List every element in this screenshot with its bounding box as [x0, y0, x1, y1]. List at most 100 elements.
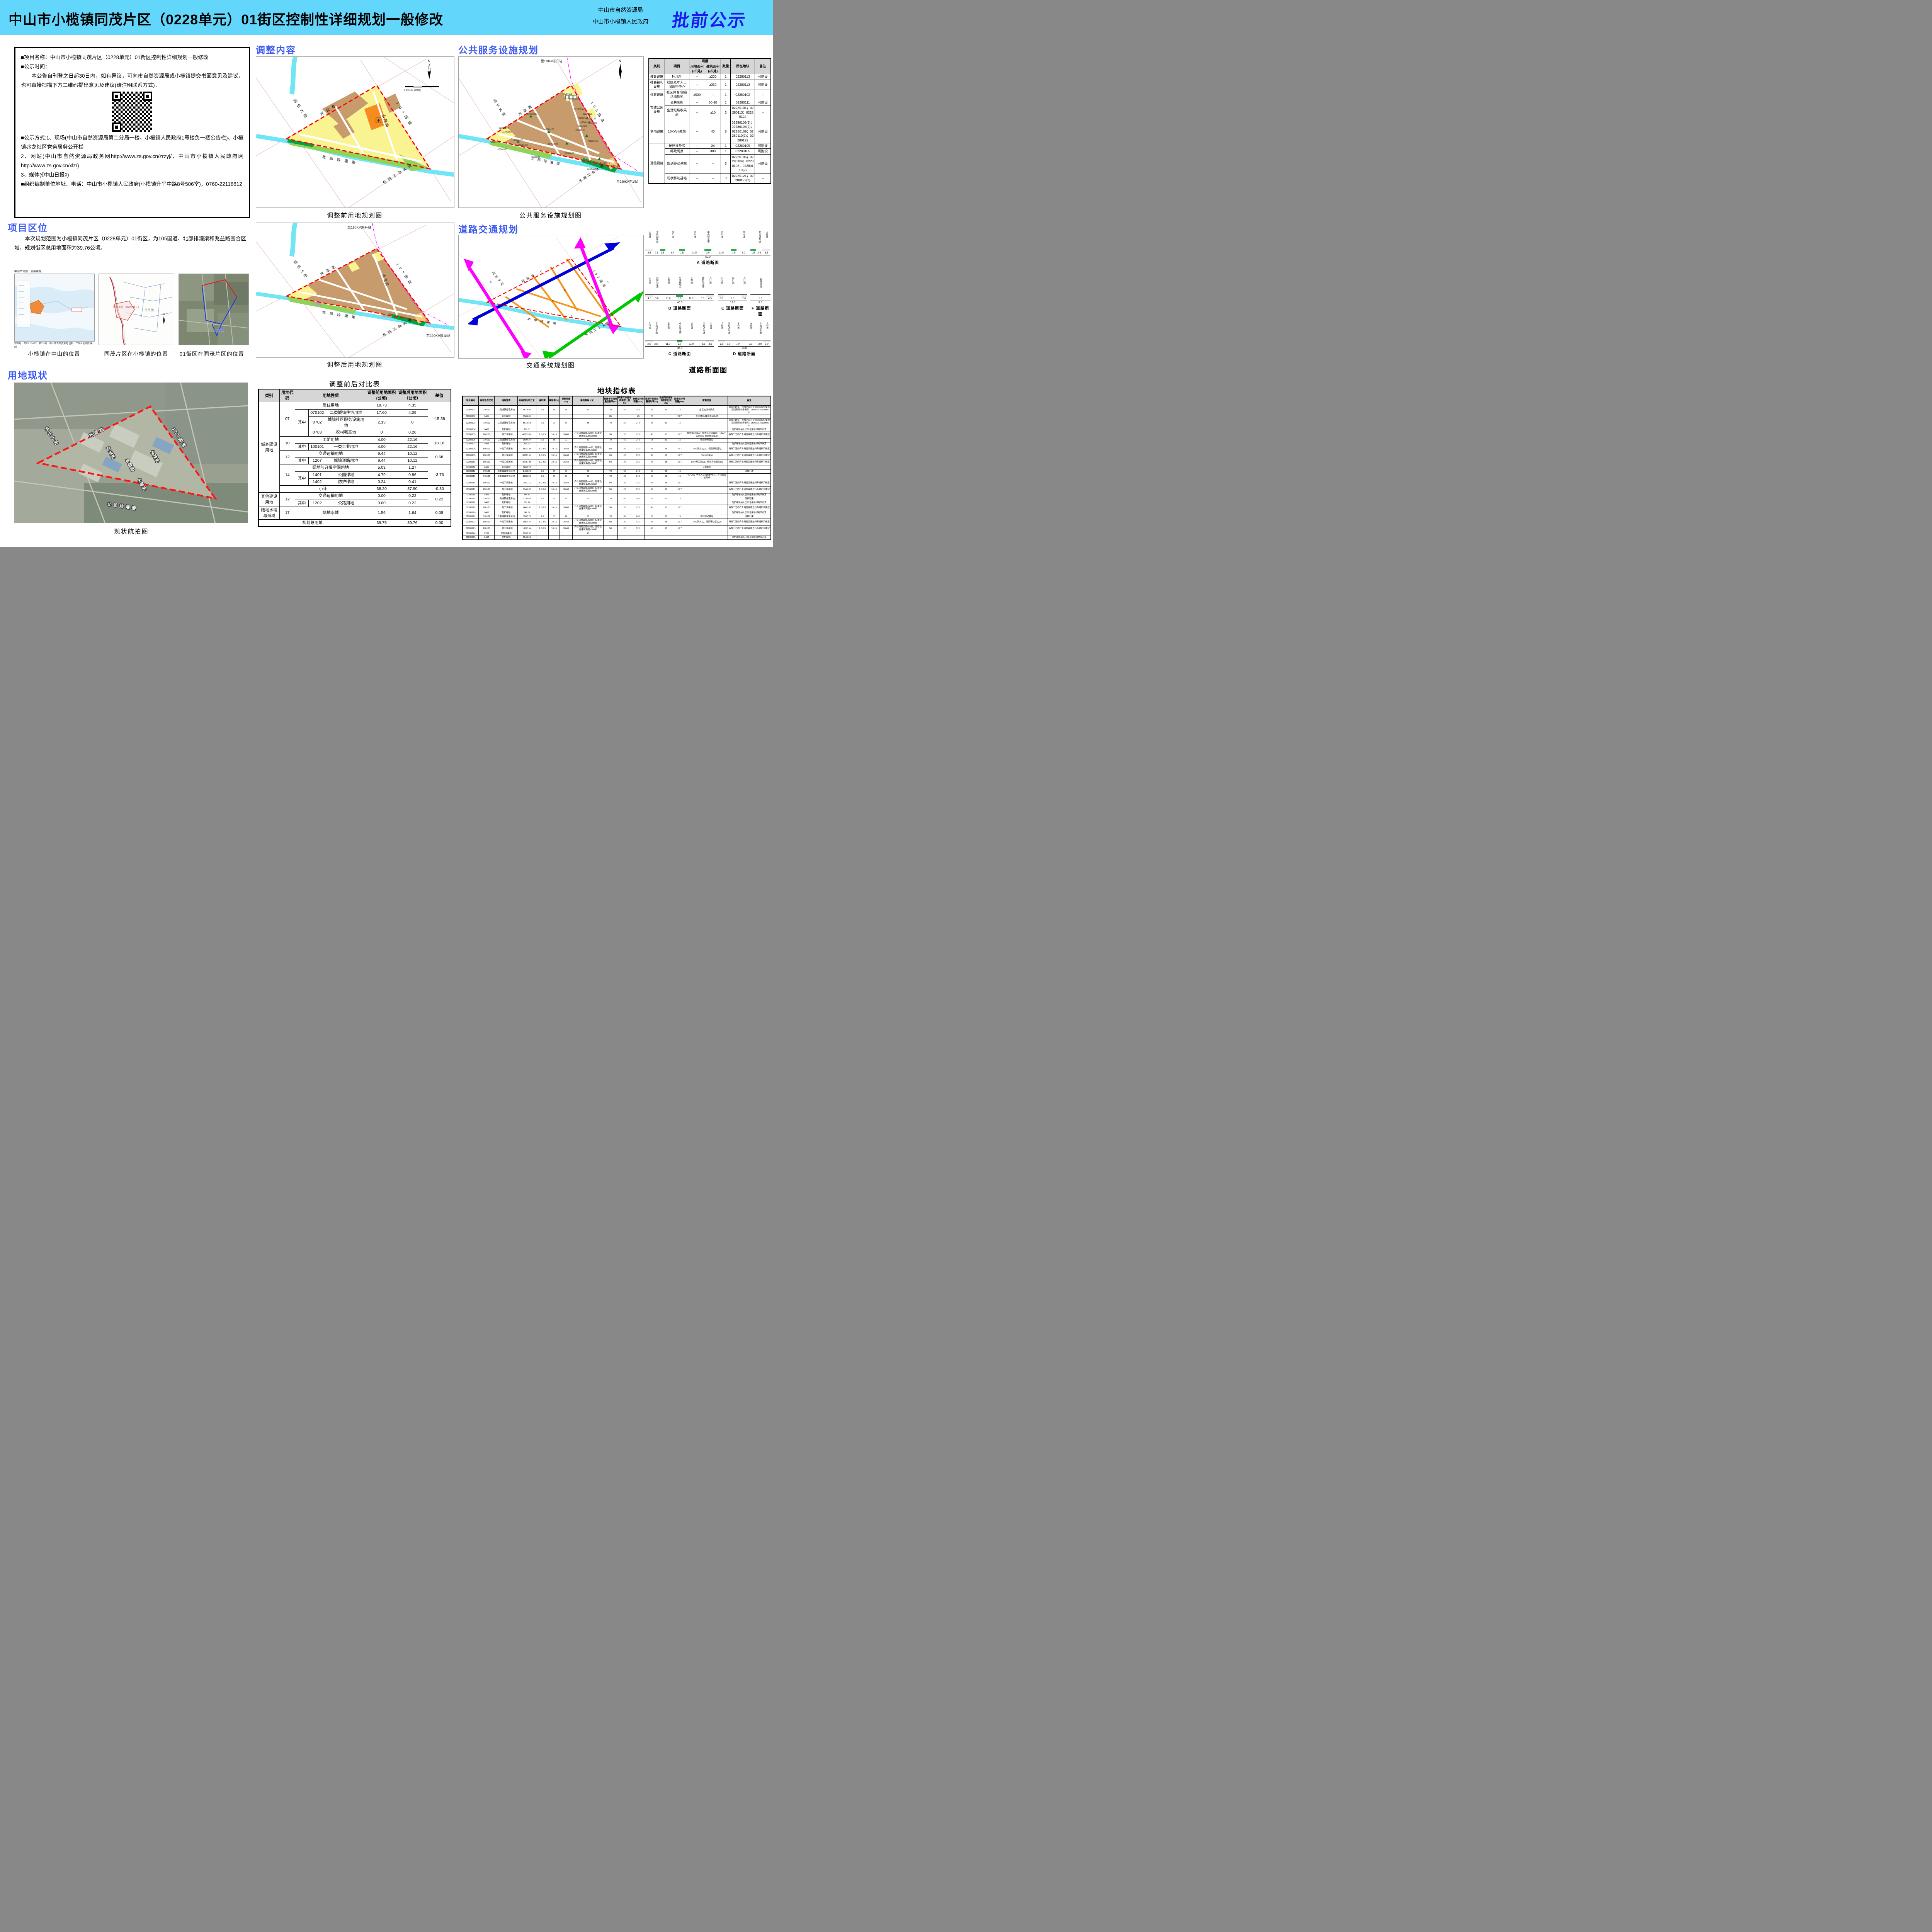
table-cell: 60 [617, 515, 632, 519]
table-cell: 50 [658, 497, 673, 501]
table-cell [559, 536, 573, 540]
table-cell: 一类工业用地 [325, 443, 367, 451]
citymap-footer: 审图号：粤TS（2023）第032号 中山市自然资源局 监制 广东省地图院 编制 [14, 343, 93, 349]
table-cell: 二类城镇住宅用地 [494, 515, 518, 519]
lane: 非机动车道 2.5 [653, 231, 660, 254]
table-cell: 24.9 [631, 405, 645, 415]
table-cell [603, 536, 618, 540]
table-cell [603, 511, 618, 515]
table-cell: 60 [617, 418, 632, 428]
table-cell: 100101 [478, 452, 495, 459]
table-cell [645, 493, 659, 497]
table-cell: 02280105 [730, 148, 755, 155]
table-cell: 0.00 [427, 519, 451, 527]
table-cell: 70 [603, 473, 618, 480]
table-cell: 10.7 [673, 480, 686, 487]
table-cell: 02280108 [462, 446, 479, 453]
table-cell: 建筑面积(㎡/处) [704, 64, 721, 75]
section-title-public: 公共服务设施规划 [458, 45, 539, 56]
location-map-zhongshan [14, 274, 95, 342]
road-sections-panel: 人行道 3.5 非机动车道 2.5 1.5 慢车道 8.0 1.5 主车道 11.5 中央绿化带 3.… [644, 231, 773, 369]
table-cell [559, 465, 573, 470]
table-cell: 2546.59 [517, 536, 537, 540]
table-cell: 地块编码 [462, 396, 479, 406]
table-cell: 一类工业用地 [494, 459, 518, 466]
table-cell: 02280103 [462, 418, 479, 428]
svg-text:02280117: 02280117 [581, 122, 590, 124]
table-cell: 70 [603, 418, 618, 428]
table-cell: 35-60 [559, 452, 573, 459]
table-cell [631, 532, 645, 536]
table-cell [645, 532, 659, 536]
table-cell: 10.7 [673, 446, 686, 453]
table-cell: 规划移动基站 [664, 154, 689, 173]
table-cell: 1 [720, 143, 731, 149]
section-total-width: 8.0 [750, 301, 770, 304]
table-cell [685, 480, 728, 487]
table-cell: 02280118 [462, 500, 479, 505]
svg-text:A: A [607, 281, 609, 284]
lane: 人行道 4.5 [706, 277, 714, 300]
table-cell: 50 [603, 431, 618, 439]
table-cell: 特殊工艺的产业用房高度进行专题研究确定 [727, 504, 771, 512]
lane: 主车道 11.0 [683, 277, 699, 300]
section-caption: C 道路断面 [668, 352, 691, 356]
table-cell: 50 [603, 480, 618, 487]
table-cell [548, 442, 560, 446]
table-cell: 4.00 [366, 443, 398, 451]
svg-text:02280120: 02280120 [586, 118, 596, 120]
table-cell: 45 [645, 446, 659, 453]
table-cell [617, 532, 632, 536]
compare-table: 类别 用地代码 用地性质 调整前用地面积(公顷) 调整后用地面积（公顷） 差值 城乡建设用地… [258, 389, 451, 527]
before-caption: 调整前用地规划图 [327, 213, 383, 219]
table-cell: 托儿所 [664, 74, 689, 80]
table-cell: 35 [548, 497, 560, 501]
table-cell [617, 500, 632, 505]
svg-text:02280107: 02280107 [519, 144, 528, 146]
table-cell: 15 [658, 525, 673, 532]
table-cell: 35-60 [559, 486, 573, 493]
lane: 非机动车道 2.5 [756, 231, 763, 254]
table-cell [559, 493, 573, 497]
table-cell [658, 414, 673, 419]
table-cell: 现状移动基站 [685, 515, 728, 519]
table-cell: 一类工业用地 [494, 480, 518, 487]
table-cell: 45 [645, 486, 659, 493]
table-cell [685, 486, 728, 493]
table-cell: 0702 [308, 416, 326, 430]
table-cell: 20 [617, 431, 632, 439]
facilities-table: 类别 项目 规模 数量 所在地块 备注 用地面积(㎡/处) 建筑面积(㎡/处) 教育设施 托儿所 -… [648, 58, 771, 184]
table-cell [548, 493, 560, 497]
after-caption: 调整后用地规划图 [327, 362, 383, 368]
table-cell: 22 [559, 515, 573, 519]
table-cell: 12.7 [631, 525, 645, 532]
table-cell: 070102 [478, 515, 495, 519]
table-cell: 二类城镇住宅用地 [494, 497, 518, 501]
table-cell: 其中 [295, 499, 309, 507]
table-cell: 12.7 [631, 452, 645, 459]
lane: 非机动车道 3.0 [699, 277, 706, 300]
svg-text:02280122: 02280122 [588, 140, 598, 143]
table-cell: 45 [645, 504, 659, 512]
table-cell: 15 [673, 515, 686, 519]
table-cell: -- [689, 173, 705, 184]
table-cell: 10-15 [548, 525, 560, 532]
table-cell: 可附设 [755, 119, 771, 143]
table-cell: 用地代码 [279, 389, 296, 403]
table-cell: 9.44 [366, 457, 398, 465]
table-cell: 1202 [308, 499, 326, 507]
plan-after-graphic: 同乐大街 兆益路 105国道 永茂街 北部排灌渠 东锐工业大道 至110KV东升… [256, 223, 454, 357]
table-cell: 产业用房高度≤50米；配套设施建筑高度≤100米 [572, 519, 604, 526]
table-cell: 调整前用地面积(公顷) [366, 389, 398, 403]
table-cell: ≥350 [704, 79, 721, 90]
table-cell: 新建可渗透地面面积比例(%) [617, 396, 632, 406]
table-cell: 1402 [478, 442, 495, 446]
compare-table-title: 调整前后对比表 [329, 381, 381, 388]
svg-text:0 50 100 200(m): 0 50 100 200(m) [404, 89, 421, 92]
table-cell: 新建设计降雨量(mm) [631, 396, 645, 406]
table-cell: 15 [673, 405, 686, 415]
table-cell [673, 465, 686, 470]
notice-info-box: ■项目名称：中山市小榄镇同茂片区（0228单元）01街区控制性详细规划一般修改 … [14, 47, 250, 218]
table-cell: 防护绿地 [494, 536, 518, 540]
table-cell: 防护绿地 [494, 511, 518, 515]
